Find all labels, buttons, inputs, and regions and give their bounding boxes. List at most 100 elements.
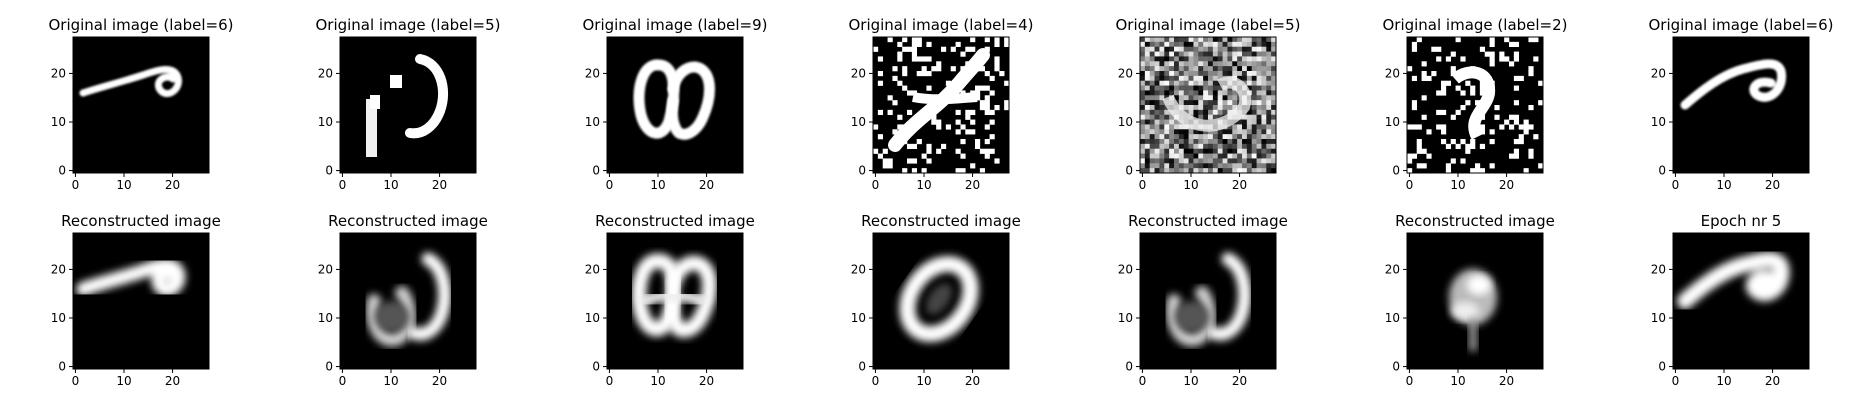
x-tick-label: 20	[699, 374, 714, 388]
axes-frame	[1672, 36, 1810, 174]
x-tick-label: 0	[339, 374, 347, 388]
image-content	[1677, 252, 1790, 309]
x-tick-label: 10	[116, 374, 131, 388]
panel-title: Reconstructed image	[1128, 212, 1288, 230]
x-tick-label: 0	[72, 178, 80, 192]
panel-title: Reconstructed image	[595, 212, 755, 230]
panel-title: Original image (label=5)	[315, 16, 500, 34]
x-tick-label: 20	[965, 178, 980, 192]
panel-0-2: 0 10 20 0 10 20 Original image (label=9)	[582, 16, 767, 192]
y-tick-label: 10	[51, 115, 66, 129]
y-tick-label: 10	[585, 311, 600, 325]
x-tick-label: 0	[1406, 178, 1414, 192]
y-tick-label: 10	[1118, 311, 1133, 325]
y-tick-label: 0	[1125, 360, 1133, 374]
y-tick-label: 20	[1118, 66, 1133, 80]
image-content	[631, 253, 717, 338]
panel-1-5: 0 10 20 0 10 20 Reconstructed image	[1385, 212, 1555, 388]
axes-frame	[1139, 36, 1277, 174]
x-tick-label: 20	[1499, 374, 1514, 388]
axes-frame	[339, 36, 477, 174]
image-background	[1673, 37, 1809, 173]
image-content	[1449, 269, 1497, 351]
x-tick-label: 10	[1450, 374, 1465, 388]
panel-title: Original image (label=2)	[1382, 16, 1567, 34]
x-tick-label: 0	[606, 374, 614, 388]
panel-0-3: 0 10 20 0 10 20 Original image (label=4)	[848, 16, 1033, 192]
image-background	[340, 37, 476, 173]
x-tick-label: 20	[1765, 374, 1780, 388]
x-tick-label: 10	[116, 178, 131, 192]
panel-title: Epoch nr 5	[1701, 212, 1782, 230]
axes-frame	[72, 232, 210, 370]
y-tick-label: 20	[51, 66, 66, 80]
y-tick-label: 0	[592, 164, 600, 178]
x-tick-label: 10	[1450, 178, 1465, 192]
image-content	[79, 66, 182, 98]
x-tick-label: 10	[1183, 178, 1198, 192]
y-tick-label: 10	[851, 311, 866, 325]
image-content	[633, 59, 715, 140]
x-tick-label: 0	[872, 178, 880, 192]
y-tick-label: 0	[325, 360, 333, 374]
y-tick-label: 20	[318, 66, 333, 80]
x-tick-label: 20	[165, 178, 180, 192]
y-tick-label: 20	[1385, 66, 1400, 80]
x-tick-label: 0	[1672, 374, 1680, 388]
axes-frame	[606, 36, 744, 174]
image-content	[1680, 59, 1787, 110]
axes-frame	[872, 36, 1010, 174]
y-tick-label: 10	[51, 311, 66, 325]
y-tick-label: 0	[1658, 164, 1666, 178]
panel-1-3: 0 10 20 0 10 20 Reconstructed image	[851, 212, 1021, 388]
image-content	[366, 54, 449, 157]
x-tick-label: 20	[432, 374, 447, 388]
panel-0-0: 0 10 20 0 10 20 Original image (label=6)	[48, 16, 233, 192]
y-tick-label: 10	[318, 311, 333, 325]
panel-title: Original image (label=5)	[1115, 16, 1300, 34]
y-tick-label: 0	[858, 360, 866, 374]
x-tick-label: 10	[1183, 374, 1198, 388]
x-tick-label: 10	[650, 374, 665, 388]
y-tick-label: 0	[1392, 164, 1400, 178]
x-tick-label: 10	[916, 178, 931, 192]
y-tick-label: 10	[318, 115, 333, 129]
y-tick-label: 20	[1385, 262, 1400, 276]
x-tick-label: 20	[1765, 178, 1780, 192]
y-tick-label: 0	[592, 360, 600, 374]
y-tick-label: 20	[1118, 262, 1133, 276]
x-tick-label: 10	[916, 374, 931, 388]
panel-title: Reconstructed image	[861, 212, 1021, 230]
image-content	[1166, 252, 1252, 347]
image-content	[873, 37, 1009, 173]
y-tick-label: 20	[51, 262, 66, 276]
y-tick-label: 20	[585, 262, 600, 276]
panel-1-0: 0 10 20 0 10 20 Reconstructed image	[51, 212, 221, 388]
y-tick-label: 20	[851, 262, 866, 276]
x-tick-label: 20	[965, 374, 980, 388]
y-tick-label: 0	[858, 164, 866, 178]
y-tick-label: 20	[585, 66, 600, 80]
axes-frame	[1139, 232, 1277, 370]
y-tick-label: 0	[58, 164, 66, 178]
y-tick-label: 10	[1385, 115, 1400, 129]
y-tick-label: 0	[1658, 360, 1666, 374]
panel-title: Reconstructed image	[61, 212, 221, 230]
image-content	[899, 255, 979, 343]
panel-title: Reconstructed image	[328, 212, 488, 230]
panel-title: Original image (label=6)	[1648, 16, 1833, 34]
axes-frame	[1406, 36, 1544, 174]
y-tick-label: 20	[318, 262, 333, 276]
panel-1-4: 0 10 20 0 10 20 Reconstructed image	[1118, 212, 1288, 388]
x-tick-label: 20	[432, 178, 447, 192]
panel-1-1: 0 10 20 0 10 20 Reconstructed image	[318, 212, 488, 388]
y-tick-label: 10	[1118, 115, 1133, 129]
x-tick-label: 0	[606, 178, 614, 192]
panel-title: Original image (label=6)	[48, 16, 233, 34]
y-tick-label: 10	[851, 115, 866, 129]
x-tick-label: 10	[383, 374, 398, 388]
x-tick-label: 0	[1139, 374, 1147, 388]
axes-frame	[339, 232, 477, 370]
axes-frame	[872, 232, 1010, 370]
x-tick-label: 0	[1139, 178, 1147, 192]
